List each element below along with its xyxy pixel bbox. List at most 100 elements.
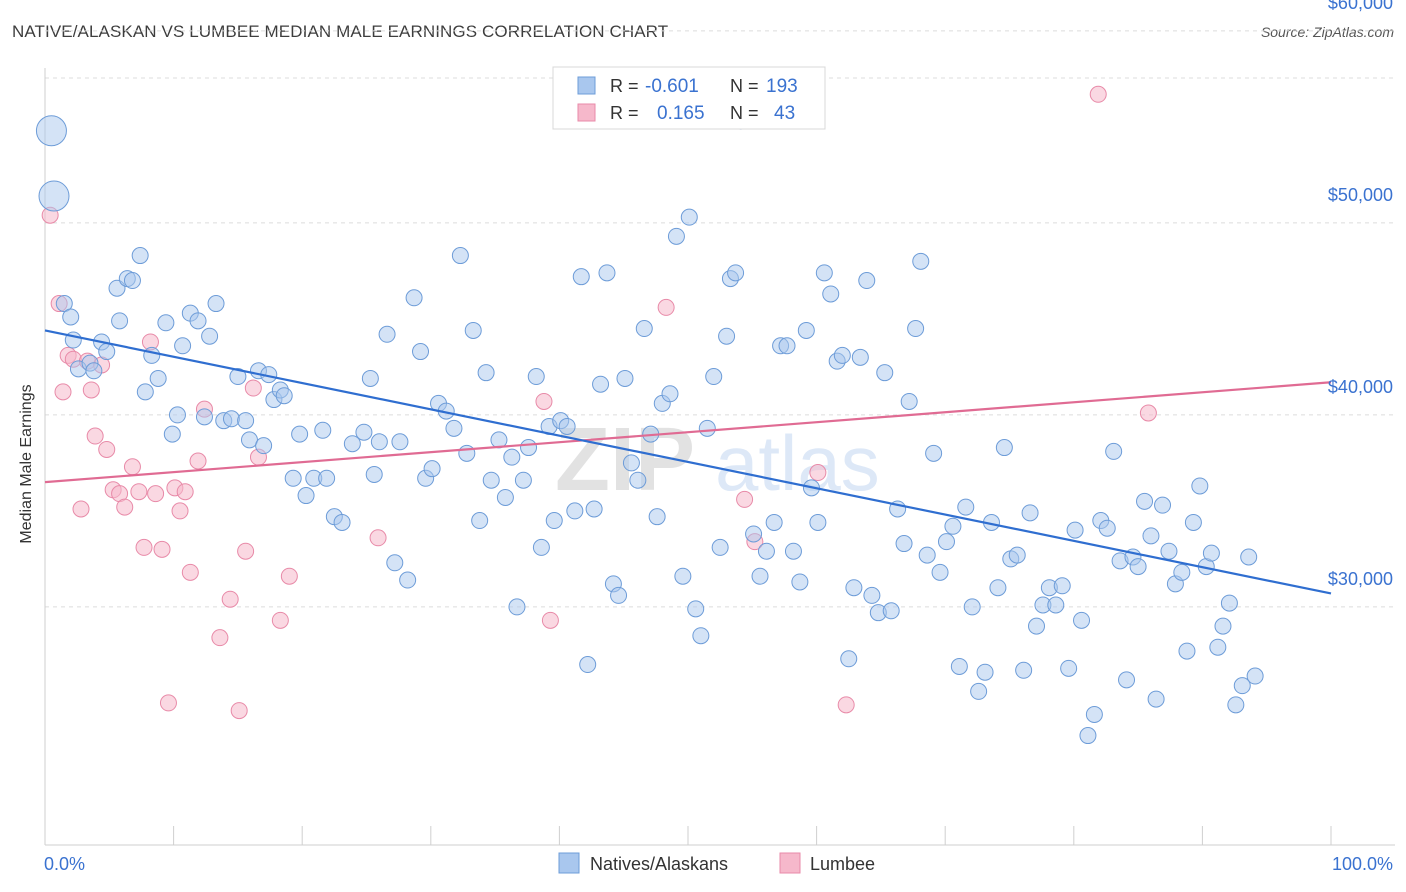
native-point xyxy=(895,535,913,553)
lumbee-point xyxy=(171,502,189,520)
y-tick-label: $50,000 xyxy=(1328,185,1393,205)
native-point xyxy=(157,314,175,332)
native-point xyxy=(1085,705,1103,723)
legend-label-lumbee: Lumbee xyxy=(810,854,875,874)
native-point xyxy=(1129,558,1147,576)
native-point xyxy=(85,362,103,380)
native-point xyxy=(237,412,255,430)
native-point xyxy=(391,433,409,451)
x-tick-label: 0.0% xyxy=(44,854,85,874)
native-points xyxy=(35,112,1264,745)
native-point xyxy=(365,465,383,483)
native-point xyxy=(963,598,981,616)
native-point xyxy=(745,525,763,543)
native-point xyxy=(1015,661,1033,679)
lumbee-point xyxy=(72,500,90,518)
native-point xyxy=(275,387,293,405)
lumbee-point xyxy=(130,483,148,501)
lumbee-point xyxy=(736,490,754,508)
native-point xyxy=(1173,563,1191,581)
native-point xyxy=(201,327,219,345)
lumbee-points xyxy=(41,85,1157,720)
native-point xyxy=(687,600,705,618)
native-point xyxy=(423,460,441,478)
legend-swatch-natives xyxy=(558,852,580,874)
lumbee-point xyxy=(86,427,104,445)
native-point xyxy=(629,471,647,489)
native-point xyxy=(1202,544,1220,562)
stats-n-value: 193 xyxy=(766,76,798,97)
native-point xyxy=(111,312,129,330)
native-point xyxy=(1142,527,1160,545)
stats-n-value: 43 xyxy=(774,103,795,124)
lumbee-point xyxy=(181,563,199,581)
native-point xyxy=(1220,594,1238,612)
lumbee-point xyxy=(230,702,248,720)
native-point xyxy=(464,321,482,339)
native-point xyxy=(1073,611,1091,629)
native-point xyxy=(136,383,154,401)
native-point xyxy=(718,327,736,345)
native-point xyxy=(907,320,925,338)
native-point xyxy=(62,308,80,326)
native-point xyxy=(189,312,207,330)
lumbee-point xyxy=(280,567,298,585)
native-point xyxy=(297,487,315,505)
native-point xyxy=(255,437,273,455)
stats-r-label: R = xyxy=(610,103,639,123)
native-point xyxy=(333,513,351,531)
native-trend-line xyxy=(44,329,1332,595)
native-point xyxy=(1209,638,1227,656)
lumbee-point xyxy=(159,694,177,712)
stats-r-label: R = xyxy=(610,76,639,96)
native-point xyxy=(1021,504,1039,522)
lumbee-point xyxy=(541,611,559,629)
native-point xyxy=(1214,617,1232,635)
native-point xyxy=(1227,696,1245,714)
stats-legend-box xyxy=(552,66,826,130)
native-point xyxy=(291,425,309,443)
native-point xyxy=(579,656,597,674)
native-point xyxy=(648,508,666,526)
x-tick-label: 100.0% xyxy=(1332,854,1393,874)
native-point xyxy=(1154,496,1172,514)
native-point xyxy=(995,439,1013,457)
native-point xyxy=(520,439,538,457)
native-point xyxy=(784,542,802,560)
native-point xyxy=(458,444,476,462)
native-point xyxy=(527,368,545,386)
lumbee-point xyxy=(54,383,72,401)
native-point xyxy=(698,419,716,437)
native-point xyxy=(545,512,563,530)
native-point xyxy=(944,517,962,535)
source-attribution: Source: ZipAtlas.com xyxy=(1260,24,1394,40)
lumbee-trend-line xyxy=(44,381,1332,484)
native-point xyxy=(355,423,373,441)
native-point xyxy=(931,563,949,581)
native-point xyxy=(598,264,616,282)
native-point xyxy=(833,346,851,364)
series-legend: Natives/Alaskans Lumbee xyxy=(558,852,875,874)
native-point xyxy=(386,554,404,572)
native-point xyxy=(168,406,186,424)
native-point xyxy=(635,320,653,338)
native-point xyxy=(195,408,213,426)
native-point xyxy=(514,471,532,489)
lumbee-point xyxy=(176,483,194,501)
native-point xyxy=(757,542,775,560)
native-point xyxy=(1184,513,1202,531)
native-point xyxy=(711,538,729,556)
native-point xyxy=(496,488,514,506)
native-point xyxy=(284,469,302,487)
native-point xyxy=(222,410,240,428)
native-point xyxy=(451,247,469,265)
native-point xyxy=(412,343,430,361)
native-point xyxy=(532,538,550,556)
stats-r-value: 0.165 xyxy=(657,103,705,124)
chart-title: NATIVE/ALASKAN VS LUMBEE MEDIAN MALE EAR… xyxy=(12,22,669,41)
native-point xyxy=(123,272,141,290)
native-point xyxy=(1066,521,1084,539)
lumbee-point xyxy=(221,590,239,608)
native-point xyxy=(925,444,943,462)
